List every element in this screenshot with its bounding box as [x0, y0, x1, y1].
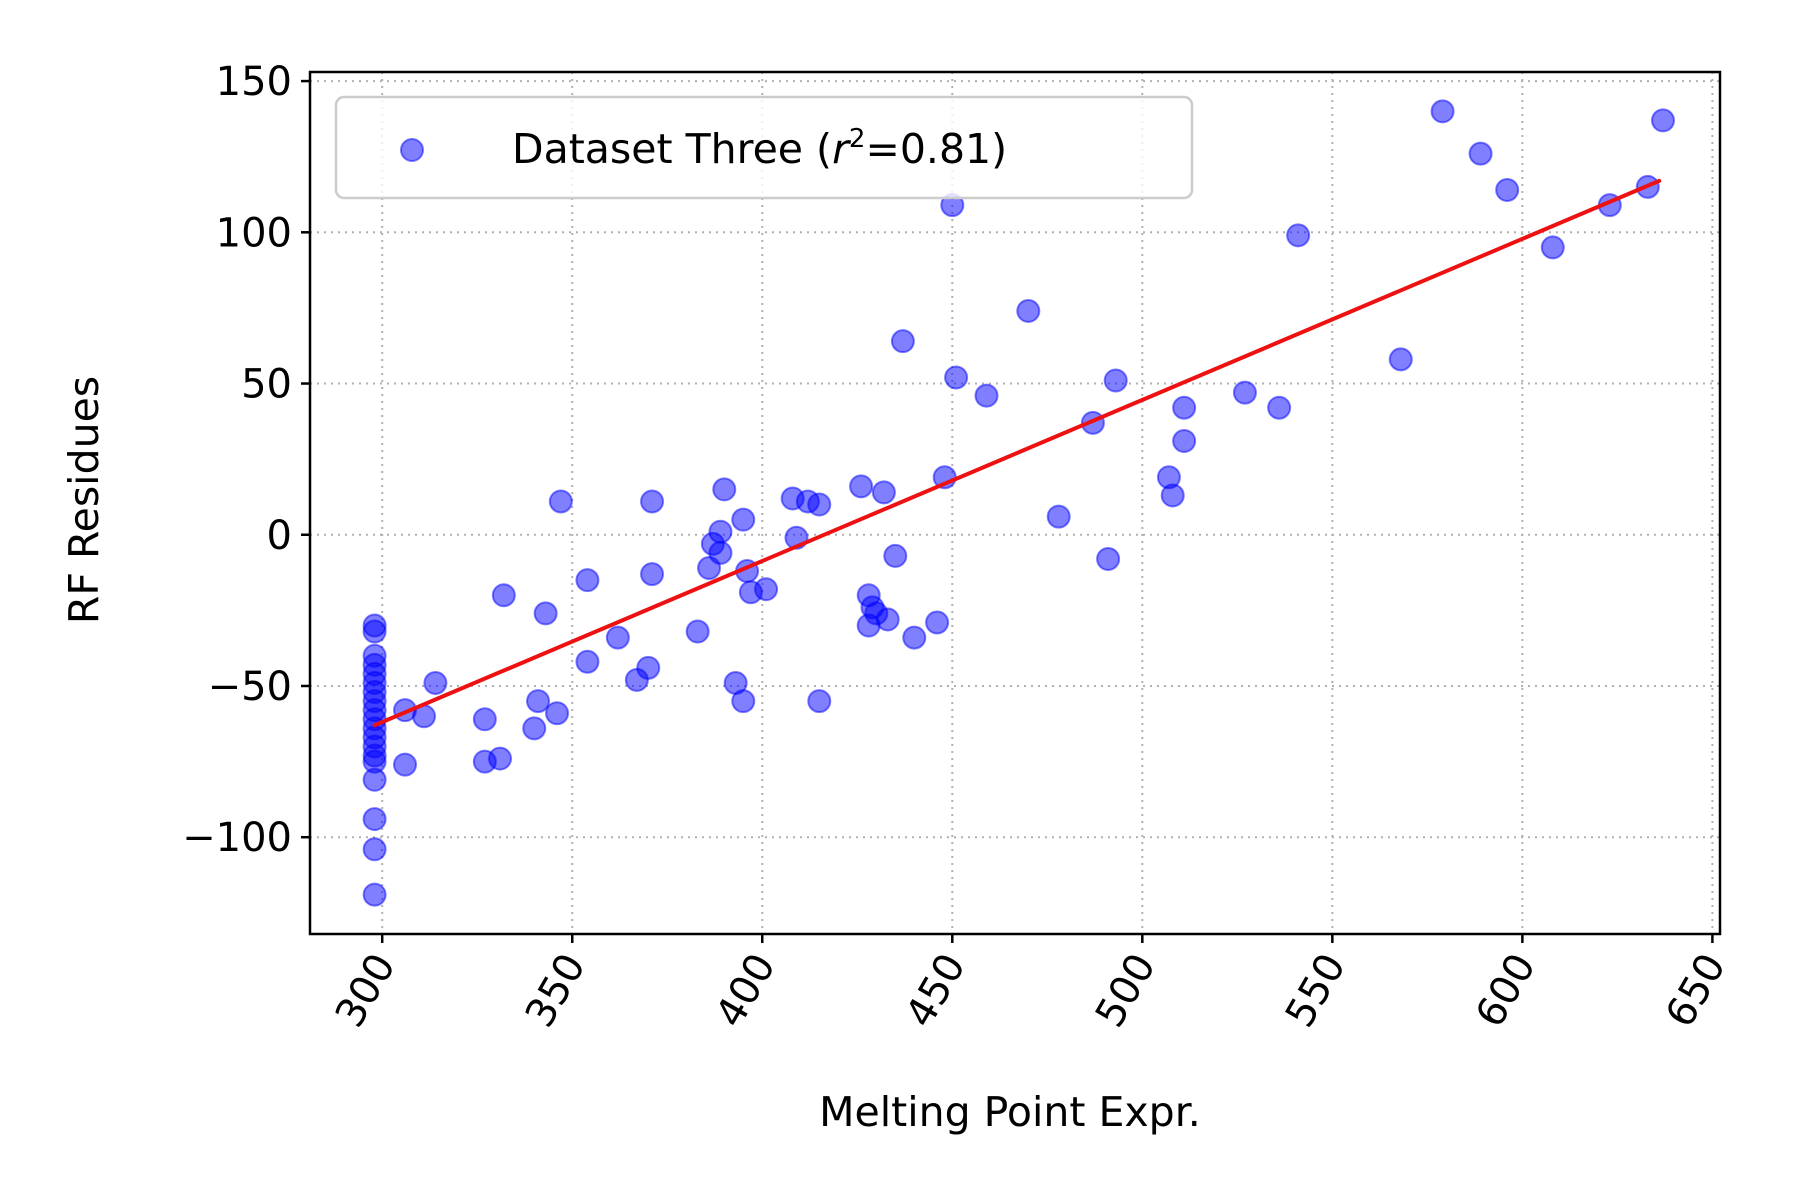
data-point [362, 837, 387, 862]
data-point [1430, 99, 1455, 124]
data-point [362, 767, 387, 792]
data-points [362, 99, 1675, 907]
data-point [712, 477, 737, 502]
data-point [902, 625, 927, 650]
y-tick-label: 150 [216, 59, 292, 105]
data-point [807, 492, 832, 517]
y-tick-label: 50 [241, 362, 292, 408]
data-point [1540, 235, 1565, 260]
data-point [1468, 141, 1493, 166]
data-point [1096, 546, 1121, 571]
x-tick-label: 400 [707, 946, 785, 1035]
data-point [1286, 223, 1311, 248]
data-point [1160, 483, 1185, 508]
data-point [472, 707, 497, 732]
data-point [362, 807, 387, 832]
data-point [362, 619, 387, 644]
data-point [636, 655, 661, 680]
legend-box [334, 95, 1194, 200]
data-point [548, 489, 573, 514]
y-tick-label: 0 [267, 513, 292, 559]
data-point [1232, 380, 1257, 405]
plot-frame [308, 70, 1722, 936]
data-point [708, 519, 733, 544]
data-point [890, 329, 915, 354]
data-point [423, 670, 448, 695]
data-point [754, 577, 779, 602]
data-point [491, 583, 516, 608]
data-point [1172, 428, 1197, 453]
y-axis-ticks: −100 −50 0 50 100 150 [182, 59, 310, 861]
data-point [849, 474, 874, 499]
data-point [685, 619, 710, 644]
legend-label: Dataset Three (r2=0.81) [512, 124, 1007, 173]
data-point [526, 689, 551, 714]
data-point [944, 365, 969, 390]
data-point [545, 701, 570, 726]
data-point [708, 540, 733, 565]
y-tick-label: −50 [208, 664, 292, 710]
data-point [1267, 395, 1292, 420]
data-point [522, 716, 547, 741]
data-point [533, 601, 558, 626]
data-point [575, 568, 600, 593]
data-point [1046, 504, 1071, 529]
data-point [1495, 177, 1520, 202]
data-point [488, 746, 513, 771]
y-tick-label: 100 [216, 210, 292, 256]
data-point [640, 489, 665, 514]
data-point [1103, 368, 1128, 393]
data-point [807, 689, 832, 714]
y-tick-label: −100 [182, 815, 292, 861]
x-tick-label: 300 [327, 946, 405, 1035]
data-point [1388, 347, 1413, 372]
regression-line [372, 178, 1662, 728]
data-point [640, 562, 665, 587]
x-tick-label: 600 [1467, 946, 1545, 1035]
data-point [731, 507, 756, 532]
data-point [575, 649, 600, 674]
data-point [974, 383, 999, 408]
data-point [1016, 298, 1041, 323]
data-point [605, 625, 630, 650]
data-point [362, 882, 387, 907]
x-axis-ticks: 300 350 400 450 500 550 600 650 [327, 934, 1735, 1035]
data-point [393, 752, 418, 777]
x-tick-label: 550 [1277, 946, 1355, 1035]
y-axis-label: RF Residues [60, 376, 108, 624]
x-tick-label: 350 [517, 946, 595, 1035]
data-point [875, 607, 900, 632]
legend-marker [400, 138, 424, 162]
data-point [1172, 395, 1197, 420]
data-point [883, 543, 908, 568]
legend: Dataset Three (r2=0.81) [334, 95, 1194, 200]
x-axis-label: Melting Point Expr. [819, 1088, 1201, 1136]
data-point [925, 610, 950, 635]
data-point [731, 689, 756, 714]
x-tick-label: 500 [1087, 946, 1165, 1035]
data-point [871, 480, 896, 505]
x-tick-label: 650 [1657, 946, 1735, 1035]
data-point [1650, 108, 1675, 133]
x-tick-label: 450 [897, 946, 975, 1035]
